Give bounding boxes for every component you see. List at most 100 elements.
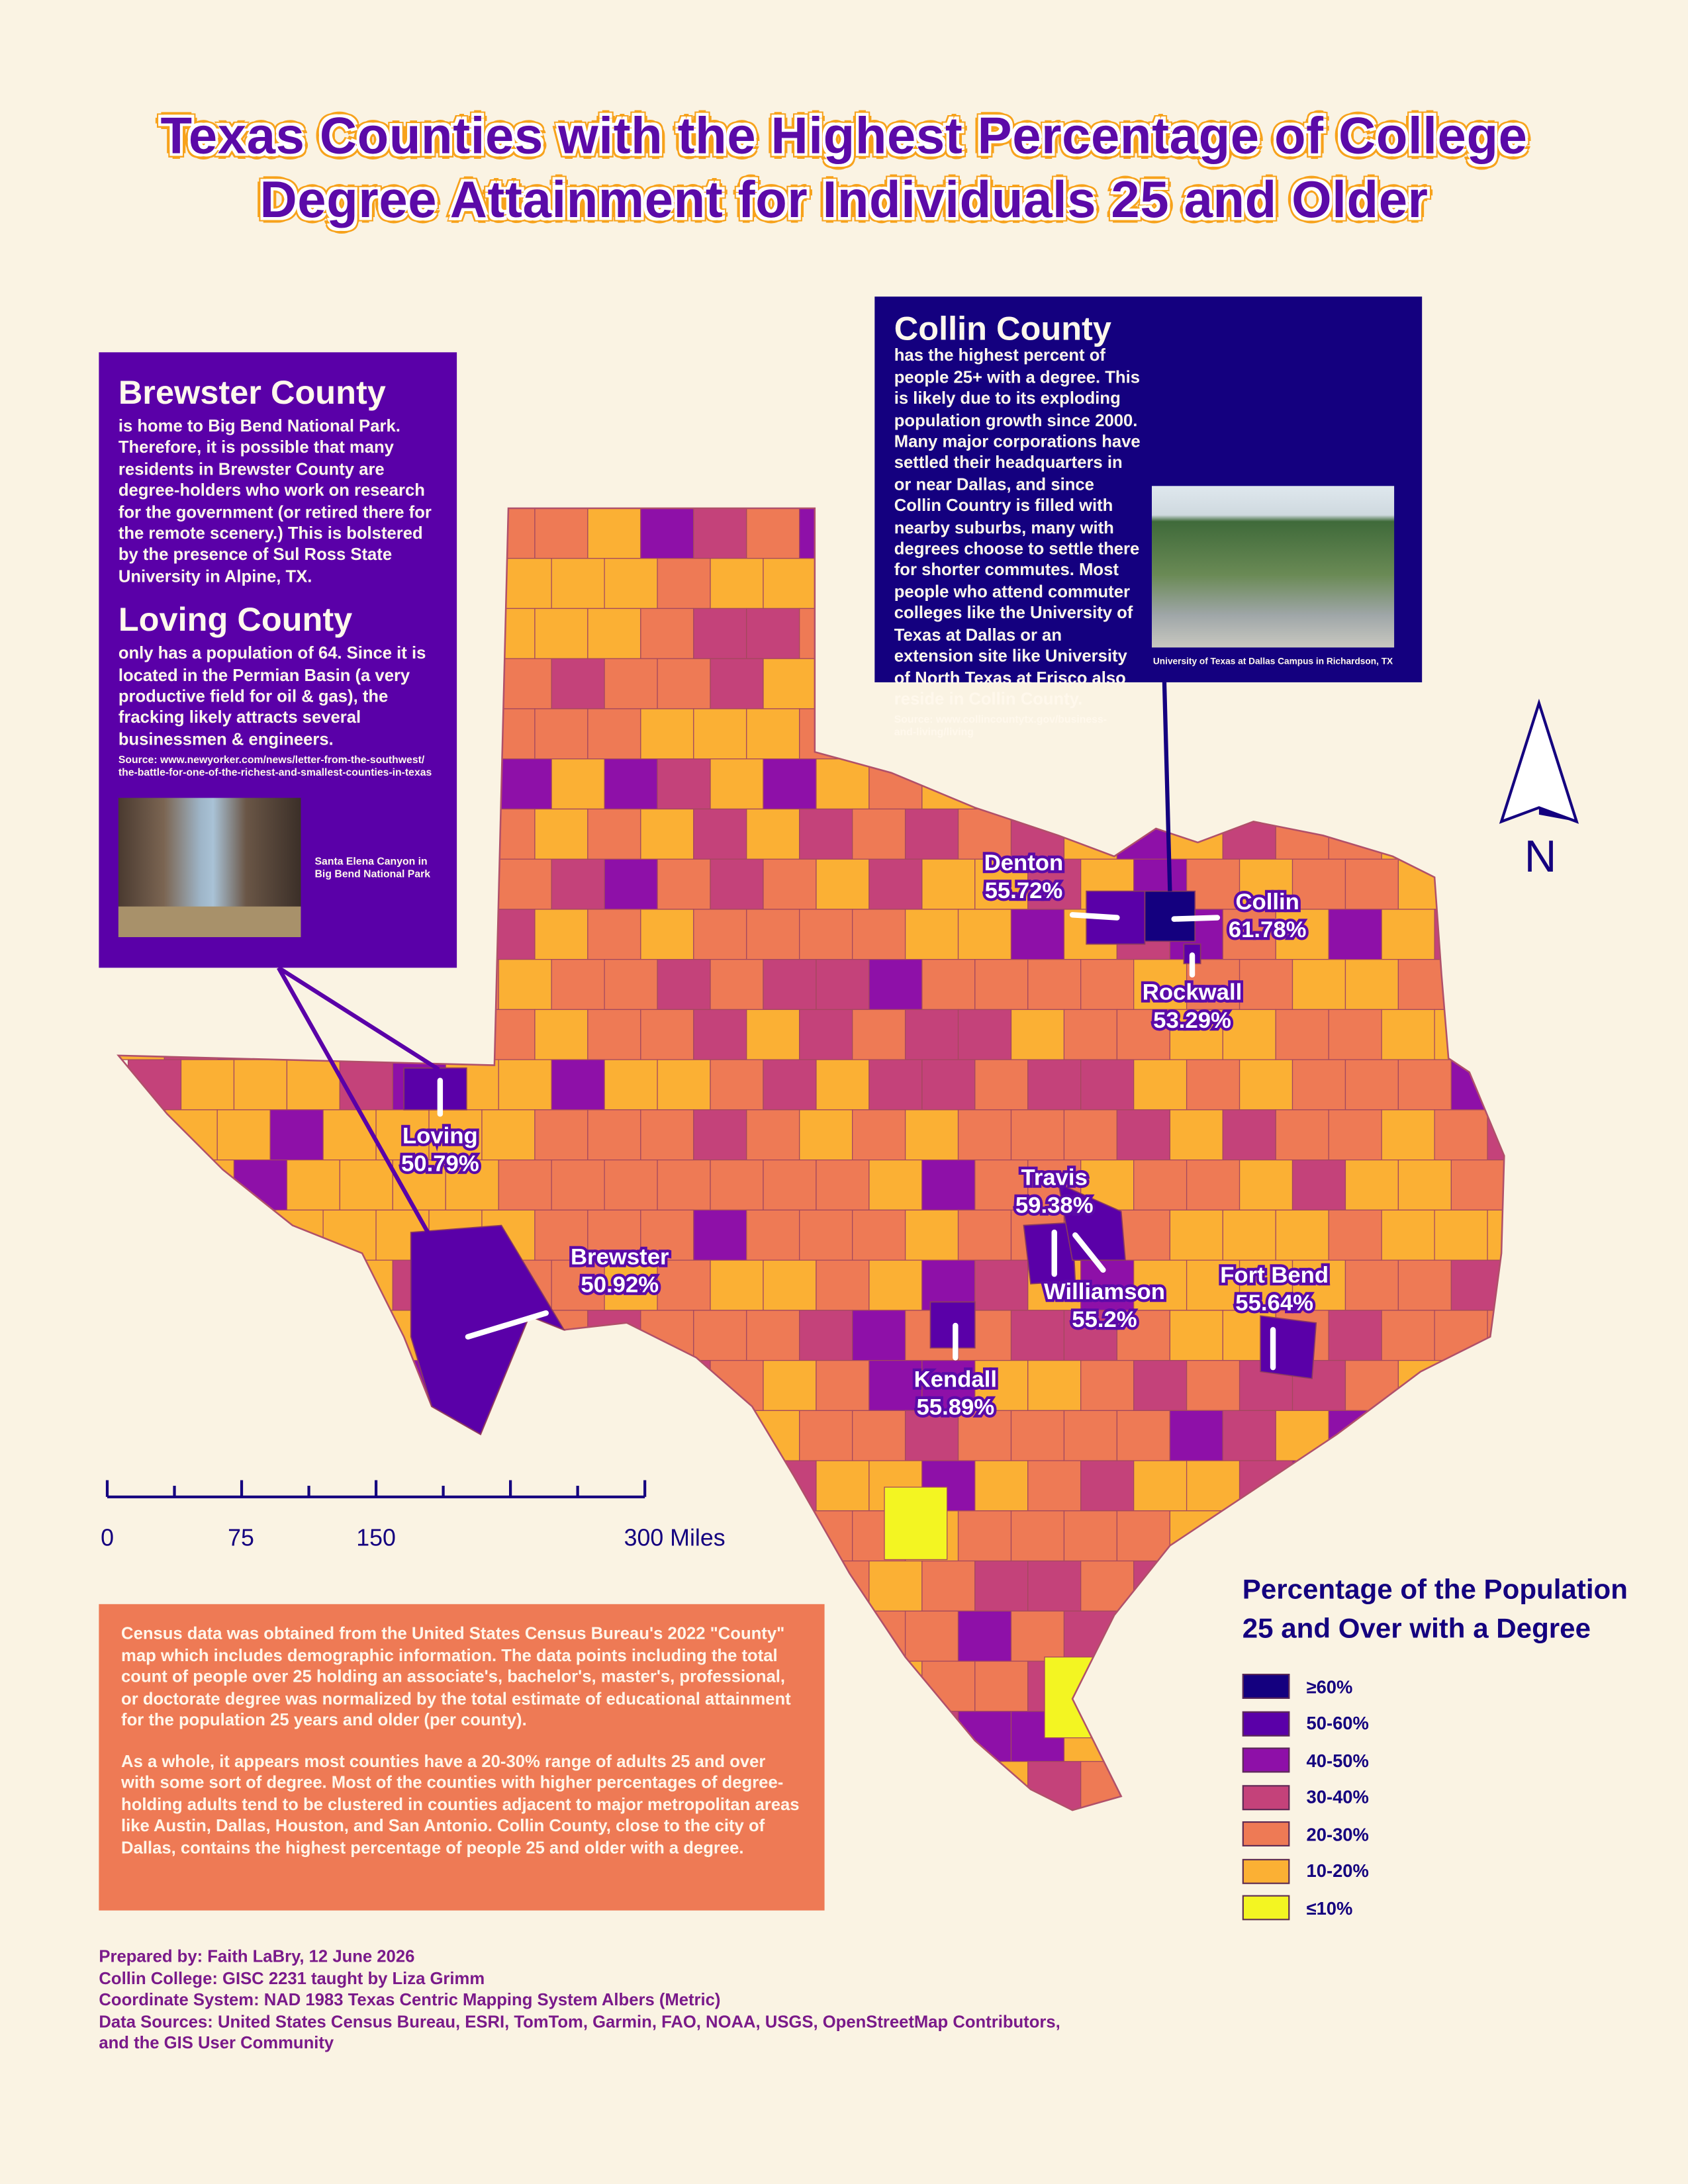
- county: [1133, 1760, 1188, 1811]
- county: [1117, 1811, 1170, 1862]
- callout-value: 61.78%: [1229, 917, 1307, 942]
- county: [180, 1259, 235, 1311]
- north-arrow: N: [1499, 698, 1579, 882]
- county: [604, 1460, 658, 1512]
- box-text: only has a population of 64. Since it is…: [118, 643, 426, 749]
- county: [587, 608, 641, 659]
- county: [921, 1760, 976, 1811]
- county: [1487, 608, 1505, 659]
- county: [746, 608, 800, 659]
- county: [1239, 1059, 1293, 1111]
- county: [640, 1009, 694, 1060]
- callout-name: Collin: [1235, 889, 1299, 915]
- box-heading: Collin County: [894, 310, 1111, 348]
- county: [1328, 1510, 1382, 1562]
- county: [1503, 1259, 1505, 1311]
- county: [1080, 1661, 1135, 1712]
- county: [1169, 808, 1223, 860]
- county: [534, 508, 588, 559]
- texas-outline: [117, 507, 1505, 1811]
- county: [604, 658, 658, 709]
- county: [1116, 708, 1170, 760]
- county: [1169, 1711, 1223, 1762]
- legend-label: 30-40%: [1306, 1786, 1369, 1808]
- county: [974, 858, 1029, 910]
- county: [604, 1160, 658, 1211]
- county: [481, 1009, 536, 1060]
- county: [445, 1160, 499, 1211]
- highlighted-county: [403, 1067, 467, 1111]
- county: [339, 1160, 393, 1211]
- highlighted-county: [1057, 1182, 1126, 1261]
- county: [118, 1510, 165, 1562]
- county: [587, 808, 641, 860]
- title-line: Texas Counties with the Highest Percenta…: [160, 107, 1528, 165]
- county: [1186, 1560, 1241, 1612]
- county: [746, 1109, 800, 1161]
- box-source: Source: www.collincountytx.gov/business-…: [894, 713, 1107, 739]
- county: [1503, 1160, 1505, 1211]
- county: [746, 1510, 800, 1562]
- county: [957, 1109, 1012, 1161]
- county: [957, 1009, 1012, 1060]
- county: [974, 1760, 1029, 1811]
- county: [587, 708, 641, 760]
- county: [640, 708, 694, 760]
- county: [1222, 1410, 1276, 1461]
- county: [1328, 1310, 1382, 1361]
- legend-item: 50-60%: [1242, 1705, 1660, 1742]
- county: [127, 1259, 182, 1311]
- county: [1275, 1209, 1329, 1261]
- county: [498, 858, 552, 910]
- county: [799, 1209, 853, 1261]
- leader-line: [1072, 1232, 1106, 1273]
- north-label: N: [1524, 832, 1557, 882]
- county: [1027, 758, 1082, 810]
- county: [763, 1160, 817, 1211]
- county: [216, 1109, 271, 1161]
- callout-name: Denton: [984, 850, 1064, 876]
- county: [1010, 1410, 1065, 1461]
- county: [1434, 1109, 1488, 1161]
- county: [763, 558, 817, 610]
- county: [604, 558, 658, 610]
- county: [1133, 1560, 1188, 1612]
- legend-item: 40-50%: [1242, 1742, 1660, 1779]
- county: [799, 1009, 853, 1060]
- county: [233, 1359, 288, 1411]
- county: [1381, 1410, 1435, 1461]
- box-source: Source: www.newyorker.com/news/letter-fr…: [118, 753, 432, 779]
- county: [1186, 1661, 1241, 1712]
- note-paragraph: As a whole, it appears most counties hav…: [121, 1751, 800, 1857]
- county: [763, 658, 817, 709]
- county: [1080, 1259, 1135, 1311]
- county: [216, 1209, 271, 1261]
- county: [1291, 858, 1346, 910]
- county: [233, 1259, 288, 1311]
- county: [799, 808, 853, 860]
- county: [921, 858, 976, 910]
- county: [657, 758, 711, 810]
- county: [693, 808, 747, 860]
- county: [799, 1109, 853, 1161]
- collin-box: University of Texas at Dallas Campus in …: [874, 296, 1423, 739]
- county: [269, 1410, 324, 1461]
- county: [322, 1209, 377, 1261]
- legend-label: ≥60%: [1306, 1676, 1353, 1698]
- county: [906, 1811, 959, 1862]
- legend: Percentage of the Population 25 and Over…: [1242, 1570, 1660, 1927]
- county: [868, 959, 923, 1011]
- county: [269, 1510, 324, 1562]
- box-heading: Loving County: [118, 602, 353, 640]
- county: [1080, 1059, 1135, 1111]
- legend-swatch: [1242, 1858, 1290, 1884]
- scale-label: 0: [101, 1524, 114, 1551]
- census-note: Census data was obtained from the United…: [99, 1604, 825, 1911]
- county: [180, 1460, 235, 1512]
- county: [322, 1109, 377, 1161]
- county: [1010, 1009, 1065, 1060]
- county: [693, 508, 747, 559]
- county: [551, 558, 605, 610]
- county: [286, 1359, 341, 1411]
- legend-label: ≤10%: [1306, 1897, 1353, 1919]
